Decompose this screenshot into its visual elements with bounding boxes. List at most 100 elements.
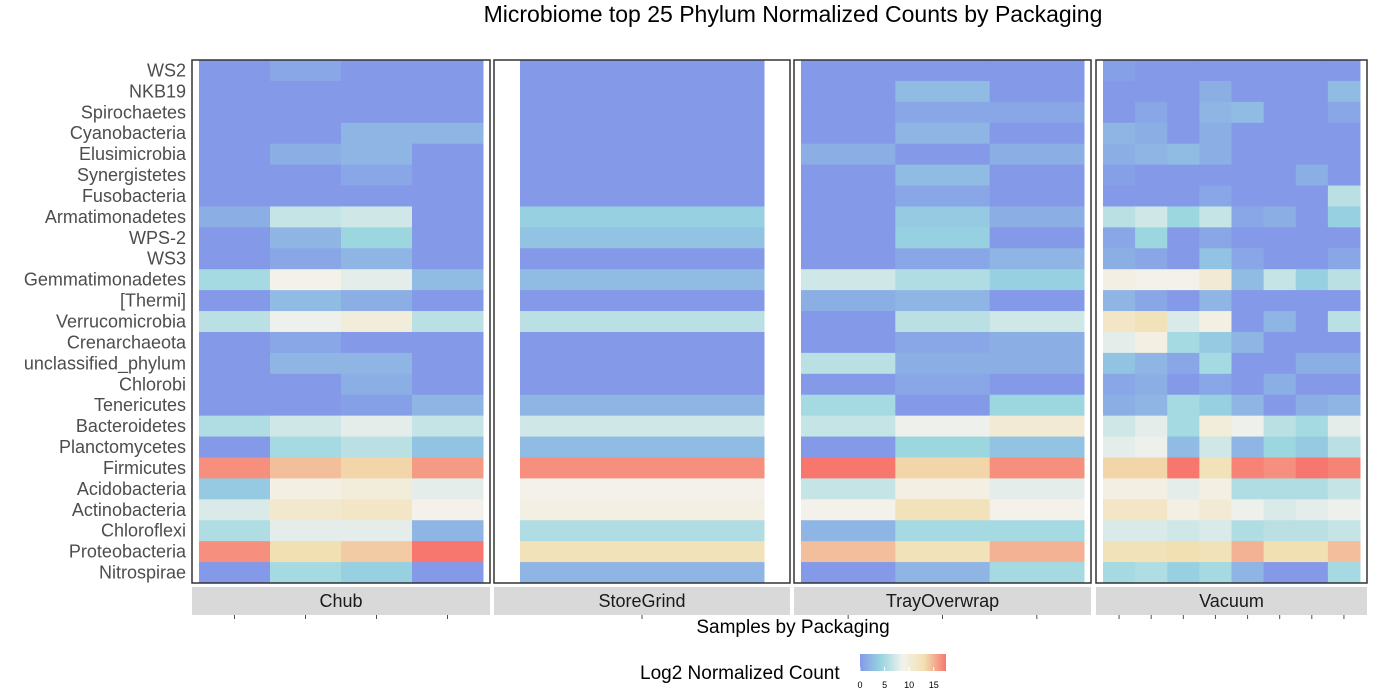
heat-cell (1199, 457, 1232, 479)
panel-border (1095, 59, 1368, 584)
heat-cell (801, 248, 896, 270)
heat-cell (1327, 248, 1361, 270)
heat-cell (199, 60, 271, 82)
heat-cell (1295, 227, 1329, 249)
heat-cell (1103, 60, 1136, 82)
heat-cell (1103, 520, 1136, 542)
heat-cell (895, 290, 991, 312)
heat-cell (1167, 143, 1200, 166)
heat-cell (895, 227, 991, 249)
heat-cell (412, 101, 484, 124)
heat-cell (199, 499, 271, 521)
heat-cell (1199, 143, 1232, 166)
heat-cell (341, 478, 413, 500)
heat-cell (199, 185, 271, 207)
heat-cell (520, 415, 765, 438)
y-tick-label-synergistetes: Synergistetes (77, 165, 186, 185)
heat-cell (520, 164, 765, 187)
heat-cell (1103, 269, 1136, 291)
heat-cell (1231, 80, 1265, 103)
heat-cell (520, 352, 765, 375)
y-tick-label-actinobacteria: Actinobacteria (72, 500, 187, 520)
heat-cell (1199, 394, 1232, 417)
heat-cell (1231, 269, 1265, 291)
heat-cell (989, 520, 1085, 542)
heat-cell (199, 562, 271, 584)
heat-cell (1231, 206, 1265, 228)
heat-cell (1231, 185, 1265, 207)
heat-cell (1135, 541, 1168, 563)
heat-cell (1263, 248, 1297, 270)
heat-cell (341, 248, 413, 270)
heat-cell (341, 457, 413, 479)
heat-cell (412, 269, 484, 291)
heat-cell (1327, 164, 1361, 187)
heat-cell (1327, 80, 1361, 103)
heat-cell (1199, 520, 1232, 542)
heat-cell (801, 185, 896, 207)
heat-cell (989, 331, 1085, 354)
heat-cell (1199, 248, 1232, 270)
heat-cell (341, 311, 413, 333)
heat-cell (1263, 80, 1297, 103)
heat-cell (412, 541, 484, 563)
heat-cell (341, 562, 413, 584)
heat-cell (520, 290, 765, 312)
heat-cell (801, 60, 896, 82)
heat-cell (1263, 206, 1297, 228)
heat-cell (520, 269, 765, 291)
y-tick-label-planctomycetes: Planctomycetes (59, 437, 186, 457)
heat-cell (801, 143, 896, 166)
heat-cell (1167, 122, 1200, 145)
heat-cell (1135, 269, 1168, 291)
y-tick-label-ws3: WS3 (147, 249, 186, 269)
heat-cell (1199, 541, 1232, 563)
heat-cell (412, 394, 484, 417)
heat-cell (801, 499, 896, 521)
heat-cell (989, 80, 1085, 103)
heat-cell (1295, 478, 1329, 500)
heat-cell (341, 269, 413, 291)
heat-cell (895, 541, 991, 563)
heat-cell (199, 227, 271, 249)
heat-cell (1231, 352, 1265, 375)
heat-cell (520, 248, 765, 270)
heat-cell (1135, 499, 1168, 521)
heat-cell (1199, 415, 1232, 438)
legend-tick-label: 0 (857, 680, 862, 690)
heat-cell (1103, 248, 1136, 270)
heat-cell (1103, 290, 1136, 312)
heat-cell (199, 352, 271, 375)
heat-cell (270, 185, 342, 207)
y-tick-label-firmicutes: Firmicutes (103, 458, 186, 478)
heat-cell (270, 290, 342, 312)
y-tick-label-verrucomicrobia: Verrucomicrobia (56, 312, 187, 332)
heat-cell (341, 80, 413, 103)
heat-cell (1231, 122, 1265, 145)
heat-cell (1327, 436, 1361, 458)
heat-cell (895, 562, 991, 584)
heat-cell (1135, 60, 1168, 82)
heat-cell (520, 541, 765, 563)
heat-cell (412, 290, 484, 312)
y-tick-label-bacteroidetes: Bacteroidetes (76, 416, 186, 436)
heat-cell (1231, 373, 1265, 396)
heat-cell (895, 311, 991, 333)
panel-border (191, 59, 491, 584)
heat-cell (895, 143, 991, 166)
y-tick-label-acidobacteria: Acidobacteria (77, 479, 187, 499)
heat-cell (412, 143, 484, 166)
heat-cell (1231, 499, 1265, 521)
heat-cell (801, 331, 896, 354)
heat-cell (341, 415, 413, 438)
heat-cell (1231, 436, 1265, 458)
heat-cell (520, 331, 765, 354)
heat-cell (270, 457, 342, 479)
heat-cell (1103, 206, 1136, 228)
heat-cell (1135, 373, 1168, 396)
heat-cell (1295, 541, 1329, 563)
heat-cell (801, 562, 896, 584)
facet-strip-label-chub: Chub (319, 591, 362, 611)
heat-cell (270, 415, 342, 438)
y-tick-label-chloroflexi: Chloroflexi (101, 521, 186, 541)
